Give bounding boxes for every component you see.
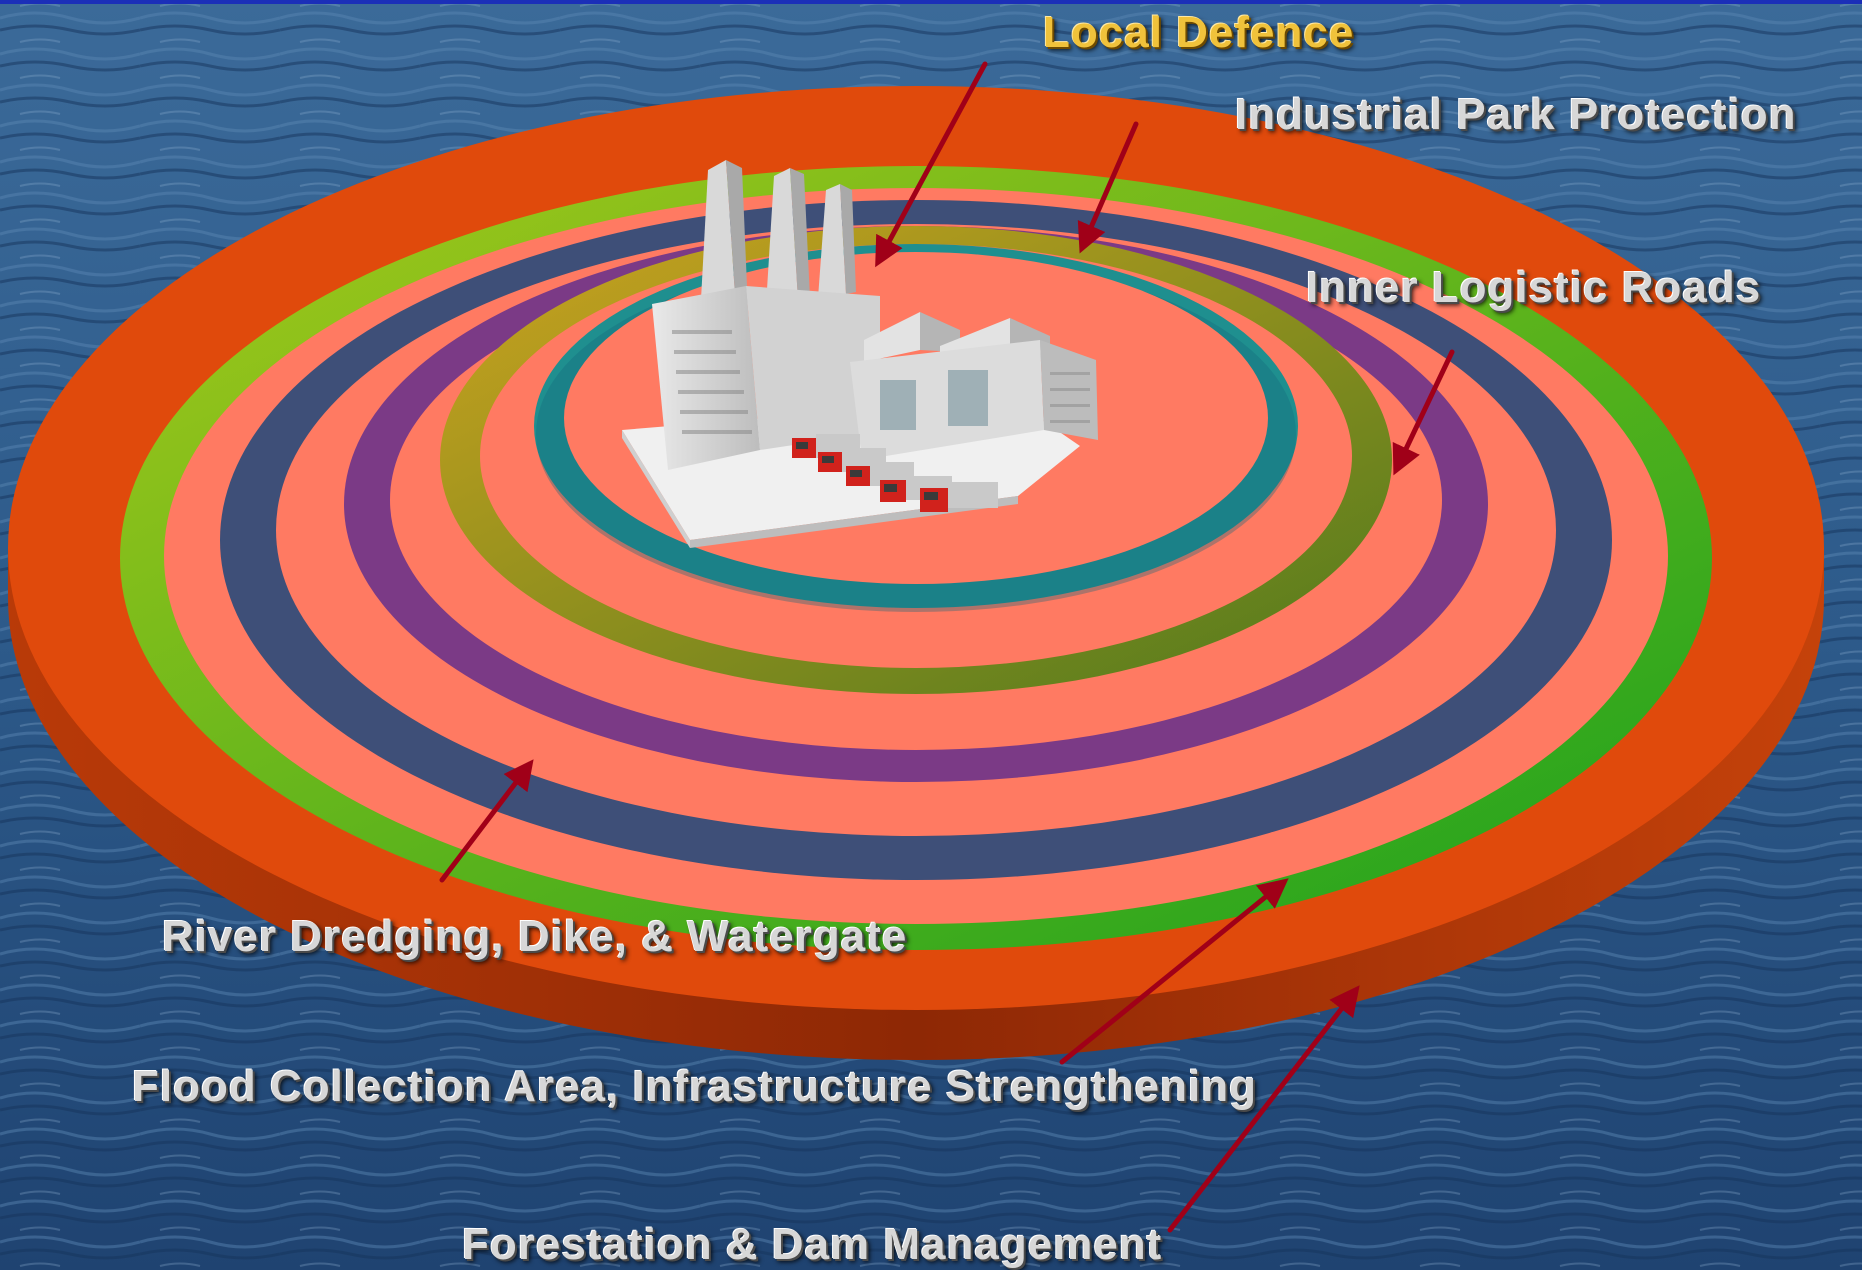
label-forestation: Forestation & Dam Management xyxy=(462,1220,1163,1269)
label-river-dredging: River Dredging, Dike, & Watergate xyxy=(162,912,908,961)
truck-icon xyxy=(792,434,998,512)
arrows xyxy=(439,61,1455,1233)
label-inner-logistic-roads: Inner Logistic Roads xyxy=(1306,263,1762,312)
label-flood-collection: Flood Collection Area, Infrastructure St… xyxy=(132,1062,1258,1111)
arrow-river xyxy=(439,759,534,883)
top-border xyxy=(0,0,1862,4)
arrow-local-defence xyxy=(875,61,988,268)
label-industrial-park-protection: Industrial Park Protection xyxy=(1235,90,1797,139)
arrow-forest xyxy=(1167,985,1360,1233)
arrow-inner-roads xyxy=(1392,349,1455,476)
arrow-industrial-park xyxy=(1077,121,1139,254)
label-local-defence: Local Defence xyxy=(1043,8,1355,57)
arrow-flood xyxy=(1059,878,1289,1065)
